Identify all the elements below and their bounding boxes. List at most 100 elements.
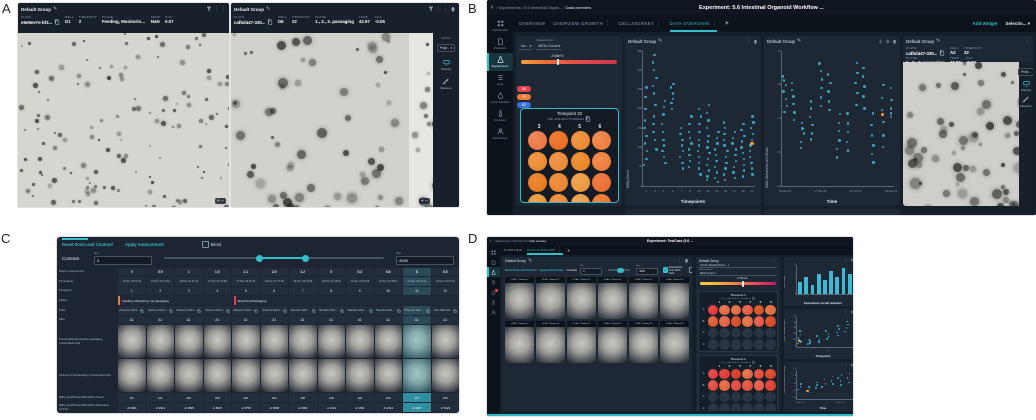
edit-icon[interactable]: ✎ [53,6,58,12]
edit-icon[interactable]: ✎ [266,6,271,12]
person-icon[interactable] [491,309,496,315]
contrast-max-input[interactable]: 4095 [396,256,454,265]
grid-icon[interactable] [497,20,504,27]
well[interactable] [753,380,764,391]
well-tile[interactable]: +D A5 · Phase 0-7 [629,277,658,319]
add-tab-button[interactable]: + [725,20,730,27]
well-tile[interactable]: +D B2 · Phase 0-7 [536,321,565,363]
copy-icon[interactable] [752,361,755,364]
trash-icon[interactable] [684,258,689,263]
trash-icon[interactable] [892,39,897,44]
kebab-icon[interactable]: ⋮ [772,257,777,263]
well[interactable] [719,316,730,327]
copy-icon[interactable] [169,308,173,313]
thermo-icon[interactable] [491,299,496,305]
kebab-icon[interactable]: ⋮ [656,20,662,26]
legend-chip[interactable]: 66 [517,86,531,92]
well[interactable] [730,316,741,327]
well[interactable] [742,339,753,350]
well[interactable] [719,327,730,338]
well[interactable] [707,316,718,327]
well-tile[interactable]: +D A6 · Phase 0-7 [660,277,689,319]
well-image[interactable] [232,359,260,392]
well[interactable] [707,368,718,379]
well[interactable] [730,403,741,411]
well[interactable] [742,391,753,402]
well[interactable] [570,194,590,202]
display-tool-button[interactable]: Display [441,59,451,71]
kebab-icon[interactable]: ⋮ [443,5,448,12]
well[interactable] [591,131,611,150]
well-image[interactable] [317,325,345,358]
well[interactable] [742,403,753,411]
sidebar-item-incubator[interactable]: Incubator [487,297,500,307]
well[interactable] [742,380,753,391]
standardize-checkbox[interactable]: ✓ Standardize Over Both Total [663,266,684,275]
well-tile[interactable]: +D A3 · Phase 0-7 [567,277,596,319]
well-image[interactable] [260,359,288,392]
plate-select[interactable]: loc... ▾ [519,44,534,50]
well[interactable] [765,339,776,350]
kebab-icon[interactable]: ⋮ [746,37,751,44]
gear-icon[interactable] [850,258,853,262]
well-image[interactable] [431,359,459,392]
well[interactable] [719,368,730,379]
contrast-max-input[interactable]: 4095 [636,268,659,275]
well[interactable] [753,339,764,350]
well[interactable] [742,304,753,315]
well[interactable] [730,391,741,402]
kebab-icon[interactable]: ⋮ [557,246,563,253]
well[interactable] [528,194,547,202]
gear-icon[interactable] [885,39,890,44]
grid-icon[interactable] [491,250,496,255]
well[interactable] [591,194,611,202]
copy-icon[interactable] [267,19,273,25]
reset-zoom-link[interactable]: Reset Zoom and Contrast [505,268,537,272]
sidebar-item-incubator[interactable]: Incubator [487,107,513,125]
protocol-select[interactable]: Combi_MeasProtocol... ▾ [699,264,777,268]
well[interactable] [528,152,547,171]
list-icon[interactable] [497,74,504,81]
zoom-controls[interactable]: + − [418,198,430,204]
well[interactable] [753,368,764,379]
scatter-chart[interactable]: MIOs Total Area (µm²) 0 1M 2M 3M 4M 5M 1 4 7 Tim… [784,315,853,358]
well-image[interactable] [175,325,203,358]
copy-icon[interactable] [197,308,201,313]
kebab-icon[interactable]: ⋮ [843,309,848,315]
scale-marker[interactable] [557,59,560,65]
well[interactable] [707,391,718,402]
well[interactable] [730,380,741,391]
edit-icon[interactable]: ✎ [658,38,663,44]
well-image[interactable] [403,359,431,392]
well-tile[interactable]: +D A1 · Phase 0-7 [505,277,534,319]
back-chevron-icon[interactable]: ‹ [490,238,492,243]
microscopy-image[interactable] [903,62,1019,206]
filter-icon[interactable] [206,6,212,12]
doc-icon[interactable] [497,38,504,45]
person-icon[interactable] [497,128,504,135]
contrast-min-input[interactable]: 0 [94,256,152,265]
well[interactable] [765,391,776,402]
well-image[interactable] [346,325,374,358]
edit-icon[interactable]: ✎ [936,38,941,44]
well-image[interactable] [175,359,203,392]
add-tab-button[interactable]: + [567,247,571,253]
copy-icon[interactable] [752,297,755,300]
well[interactable] [719,304,730,315]
well[interactable] [549,152,569,171]
well-image[interactable] [118,325,146,358]
filter-icon[interactable] [428,6,434,12]
copy-icon[interactable] [226,308,230,313]
well-image[interactable] [403,325,431,358]
sidebar-item-liquid-handler[interactable]: Liquid Handler [487,287,500,297]
heatmap-scale-slider[interactable]: 2.00e+2 [521,54,617,65]
copy-icon[interactable] [283,308,287,313]
copy-icon[interactable] [426,308,430,313]
well[interactable] [707,339,718,350]
copy-icon[interactable] [585,116,591,122]
well[interactable] [707,304,718,315]
well[interactable] [719,380,730,391]
copy-icon[interactable] [254,308,258,313]
doc-icon[interactable] [491,259,496,265]
well[interactable] [753,316,764,327]
